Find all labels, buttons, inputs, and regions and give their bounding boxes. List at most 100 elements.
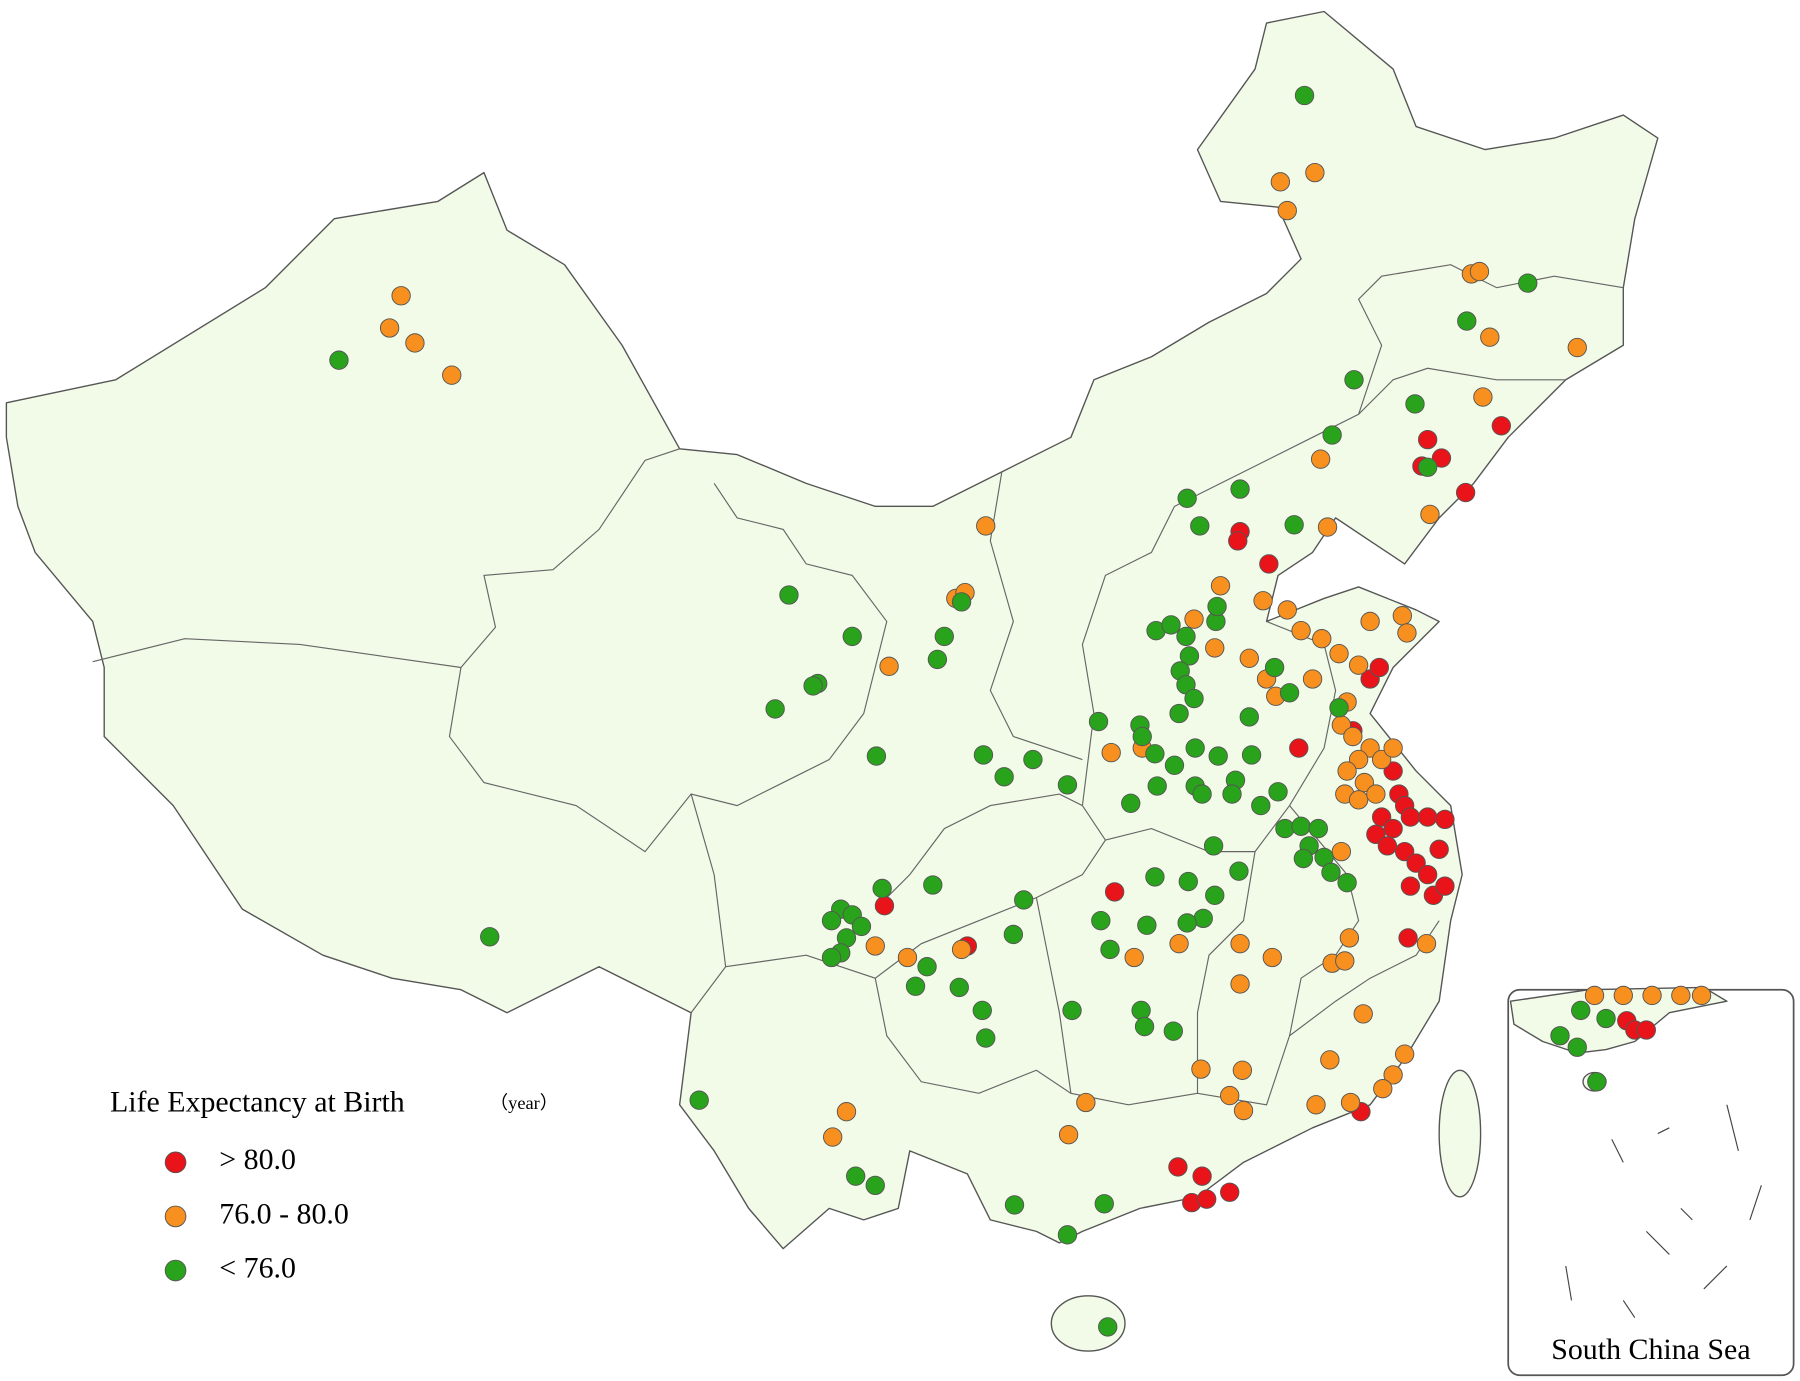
legend-label: > 80.0 bbox=[219, 1143, 296, 1176]
province-border bbox=[92, 448, 680, 669]
city-dot bbox=[1210, 576, 1231, 596]
city-dot bbox=[1220, 1085, 1240, 1106]
city-dot bbox=[1373, 1079, 1393, 1099]
city-dot bbox=[1337, 761, 1357, 781]
city-dot bbox=[872, 878, 892, 899]
city-dot bbox=[1178, 871, 1198, 892]
city-dot bbox=[1331, 841, 1352, 862]
city-dot bbox=[1366, 784, 1386, 804]
city-dot bbox=[1480, 327, 1500, 347]
city-dot bbox=[1270, 172, 1291, 192]
city-dot bbox=[1371, 807, 1392, 827]
legend-label: < 76.0 bbox=[219, 1251, 296, 1284]
city-dot bbox=[1057, 1225, 1078, 1245]
city-dot bbox=[1220, 1182, 1240, 1202]
city-dot bbox=[1132, 726, 1152, 747]
city-dot bbox=[951, 939, 972, 960]
city-dot bbox=[1335, 951, 1355, 971]
city-dot bbox=[1348, 749, 1369, 770]
city-dot bbox=[1394, 841, 1415, 862]
city-dot bbox=[1003, 924, 1024, 945]
legend-label: 76.0 - 80.0 bbox=[219, 1197, 349, 1230]
city-dot bbox=[1100, 939, 1120, 960]
city-dot bbox=[865, 936, 885, 956]
city-dot bbox=[1264, 657, 1285, 678]
city-dot bbox=[1491, 416, 1511, 436]
city-dot bbox=[1177, 913, 1197, 933]
city-dot bbox=[866, 746, 887, 766]
city-dot bbox=[480, 927, 500, 947]
city-dot bbox=[1134, 1016, 1155, 1037]
legend-unit: （year） bbox=[490, 1093, 558, 1113]
city-dot bbox=[1207, 596, 1227, 617]
city-dot bbox=[1613, 985, 1633, 1006]
city-dot bbox=[1392, 606, 1413, 626]
city-dot bbox=[442, 365, 462, 385]
city-dot bbox=[1406, 853, 1426, 873]
city-dot bbox=[949, 977, 969, 998]
city-dot bbox=[1268, 782, 1288, 802]
legend-swatch bbox=[164, 1259, 187, 1282]
city-dot bbox=[1310, 449, 1331, 469]
province-border bbox=[690, 793, 727, 1014]
city-dot bbox=[874, 896, 895, 916]
city-dot bbox=[1094, 1194, 1114, 1214]
city-dot bbox=[1203, 836, 1224, 856]
city-dot bbox=[1417, 807, 1438, 827]
city-dot bbox=[1329, 698, 1349, 718]
city-dot bbox=[976, 516, 996, 536]
city-dot bbox=[1305, 162, 1325, 183]
city-dot bbox=[1004, 1195, 1025, 1215]
city-dot bbox=[1277, 600, 1297, 620]
city-dot bbox=[1062, 1000, 1082, 1021]
city-dot bbox=[1239, 648, 1259, 668]
city-dot bbox=[897, 947, 918, 968]
legend: > 80.0 76.0 - 80.0 < 76.0 bbox=[164, 1143, 349, 1284]
province-border bbox=[1035, 897, 1072, 1094]
city-dot bbox=[689, 1090, 709, 1110]
province-border bbox=[1081, 367, 1566, 806]
legend-swatch bbox=[164, 1205, 187, 1228]
city-dot bbox=[1360, 738, 1380, 758]
inset-islands bbox=[1565, 1104, 1762, 1319]
city-dot bbox=[1193, 908, 1213, 929]
city-dot bbox=[1571, 1000, 1591, 1021]
city-dot bbox=[1192, 784, 1212, 804]
province-border bbox=[725, 793, 1107, 979]
city-dot bbox=[1253, 591, 1273, 611]
city-dot bbox=[803, 676, 823, 696]
city-dot bbox=[1567, 337, 1587, 358]
city-dot bbox=[1366, 824, 1386, 845]
city-dot bbox=[846, 1166, 866, 1186]
city-dot bbox=[1339, 928, 1360, 948]
city-dot bbox=[1369, 657, 1389, 678]
city-dot bbox=[972, 1000, 992, 1021]
city-dot bbox=[1417, 429, 1438, 450]
city-dot bbox=[1289, 738, 1309, 758]
city-dot bbox=[329, 350, 349, 370]
city-dot bbox=[1104, 882, 1125, 902]
city-dot bbox=[1284, 515, 1304, 535]
city-dot bbox=[1584, 985, 1605, 1006]
city-dot bbox=[1169, 703, 1189, 724]
city-dot bbox=[1275, 818, 1295, 839]
city-dot bbox=[1383, 761, 1403, 781]
city-dot bbox=[1163, 1021, 1183, 1041]
city-dot bbox=[927, 649, 948, 670]
hainan bbox=[1050, 1295, 1126, 1352]
city-dot bbox=[1322, 425, 1342, 445]
city-dot bbox=[973, 745, 994, 765]
city-dot bbox=[1124, 947, 1144, 968]
city-dot bbox=[1205, 885, 1225, 906]
city-dot bbox=[1400, 807, 1421, 827]
city-dot bbox=[1161, 615, 1181, 635]
city-dot bbox=[1241, 745, 1262, 765]
city-dot bbox=[1184, 609, 1204, 629]
city-dot bbox=[1147, 776, 1167, 796]
city-dot bbox=[1416, 934, 1437, 954]
city-dot bbox=[1518, 273, 1538, 293]
city-dot bbox=[1293, 848, 1314, 869]
city-dot bbox=[1344, 370, 1364, 390]
city-dot bbox=[1179, 646, 1200, 666]
